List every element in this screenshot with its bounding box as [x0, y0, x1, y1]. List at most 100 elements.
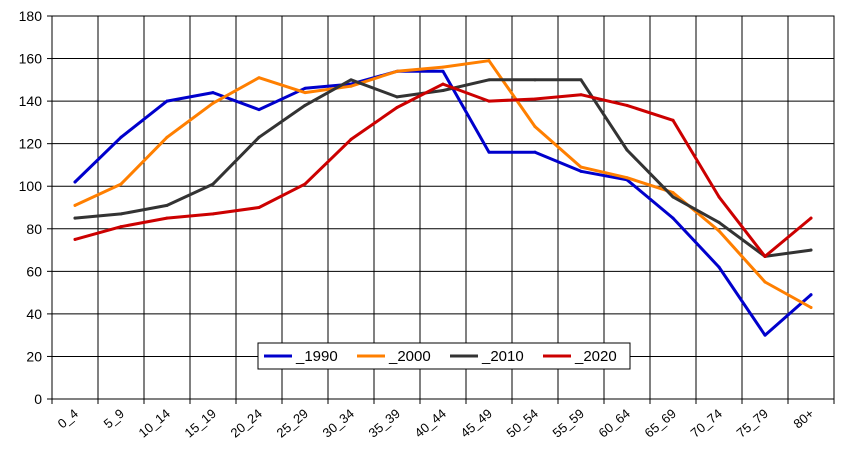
data-point_2010 [533, 78, 537, 82]
data-point_2000 [349, 84, 353, 88]
x-tick-label: 0_4 [55, 406, 81, 431]
data-point_2000 [763, 280, 767, 284]
x-tick-label: 40_44 [412, 406, 449, 441]
data-point_2000 [579, 165, 583, 169]
data-point_2020 [671, 118, 675, 122]
y-tick-label: 20 [26, 348, 42, 364]
legend: _1990 _2000 _2010 _2020 [257, 342, 631, 370]
y-tick-label: 100 [19, 178, 43, 194]
data-point_1990 [73, 180, 77, 184]
legend-label: _2010 [481, 348, 524, 365]
legend-label: _2020 [574, 348, 617, 365]
y-tick-label: 60 [26, 263, 42, 279]
data-point_2020 [533, 97, 537, 101]
data-point_2010 [809, 248, 813, 252]
data-point_2020 [809, 216, 813, 220]
x-tick-label: 45_49 [458, 406, 495, 441]
x-tick-label: 55_59 [550, 406, 587, 441]
data-point_1990 [441, 69, 445, 73]
data-point_2020 [717, 195, 721, 199]
data-point_2000 [73, 203, 77, 207]
data-point_2020 [763, 254, 767, 258]
y-tick-label: 40 [26, 306, 42, 322]
x-tick-label: 65_69 [642, 406, 679, 441]
data-point_2010 [165, 203, 169, 207]
x-tick-label: 70_74 [688, 406, 725, 441]
data-point_1990 [809, 293, 813, 297]
data-point_2010 [487, 78, 491, 82]
data-point_2000 [119, 182, 123, 186]
x-tick-label: 60_64 [596, 406, 633, 441]
data-point_2020 [625, 103, 629, 107]
data-point_2000 [533, 125, 537, 129]
data-point_2010 [441, 88, 445, 92]
data-point_1990 [119, 135, 123, 139]
data-point_2000 [487, 59, 491, 63]
x-tick-label: 15_19 [182, 406, 219, 441]
data-point_2010 [579, 78, 583, 82]
data-point_2000 [257, 76, 261, 80]
y-tick-label: 120 [19, 136, 43, 152]
data-point_2020 [119, 225, 123, 229]
series-lines [73, 59, 813, 337]
plot-area [51, 15, 835, 400]
data-point_2000 [717, 229, 721, 233]
data-point_1990 [671, 216, 675, 220]
data-point_1990 [211, 91, 215, 95]
data-point_2020 [349, 137, 353, 141]
y-axis-ticks: 0 20 40 60 80 100 120 140 160 180 [19, 8, 52, 407]
data-point_2000 [809, 306, 813, 310]
data-point_2000 [441, 65, 445, 69]
data-point_2020 [395, 105, 399, 109]
data-point_1990 [303, 86, 307, 90]
x-tick-label: 10_14 [136, 406, 173, 441]
data-point_1990 [717, 265, 721, 269]
data-point_2010 [625, 148, 629, 152]
data-point_2010 [671, 195, 675, 199]
data-point_2010 [717, 220, 721, 224]
data-point_2020 [73, 237, 77, 241]
data-point_2020 [441, 82, 445, 86]
data-point_1990 [579, 169, 583, 173]
x-tick-label: 35_39 [366, 406, 403, 441]
data-point_2020 [211, 212, 215, 216]
x-tick-label: 50_54 [504, 406, 541, 441]
data-point_2010 [73, 216, 77, 220]
data-point_1990 [257, 108, 261, 112]
data-point_2000 [395, 69, 399, 73]
y-tick-label: 140 [19, 93, 43, 109]
x-tick-label: 20_24 [228, 406, 265, 441]
data-point_1990 [487, 150, 491, 154]
data-point_2010 [257, 135, 261, 139]
legend-label: _2000 [388, 348, 431, 365]
y-tick-label: 180 [19, 8, 43, 24]
data-point_2010 [119, 212, 123, 216]
data-point_2010 [211, 182, 215, 186]
legend-label: _1990 [295, 348, 338, 365]
data-point_1990 [165, 99, 169, 103]
data-point_1990 [533, 150, 537, 154]
data-point_2020 [303, 182, 307, 186]
x-tick-label: 5_9 [101, 406, 127, 431]
data-point_2020 [487, 99, 491, 103]
data-point_1990 [763, 333, 767, 337]
x-tick-label: 25_29 [274, 406, 311, 441]
data-point_2020 [165, 216, 169, 220]
gridlines [52, 16, 834, 399]
data-point_2000 [625, 176, 629, 180]
x-tick-label: 80+ [790, 406, 817, 432]
data-point_2010 [349, 78, 353, 82]
y-tick-label: 160 [19, 51, 43, 67]
y-tick-label: 80 [26, 221, 42, 237]
data-point_2010 [395, 95, 399, 99]
data-point_2000 [165, 135, 169, 139]
data-point_2020 [257, 206, 261, 209]
data-point_2020 [579, 93, 583, 97]
x-axis-ticks: 0_4 5_9 10_14 15_19 20_24 25_29 30_34 35_39 40_4… [51, 399, 835, 441]
data-point_2010 [303, 103, 307, 107]
data-point_2000 [303, 91, 307, 95]
data-point_2000 [211, 101, 215, 105]
x-tick-label: 75_79 [734, 406, 771, 441]
x-tick-label: 30_34 [320, 406, 357, 441]
